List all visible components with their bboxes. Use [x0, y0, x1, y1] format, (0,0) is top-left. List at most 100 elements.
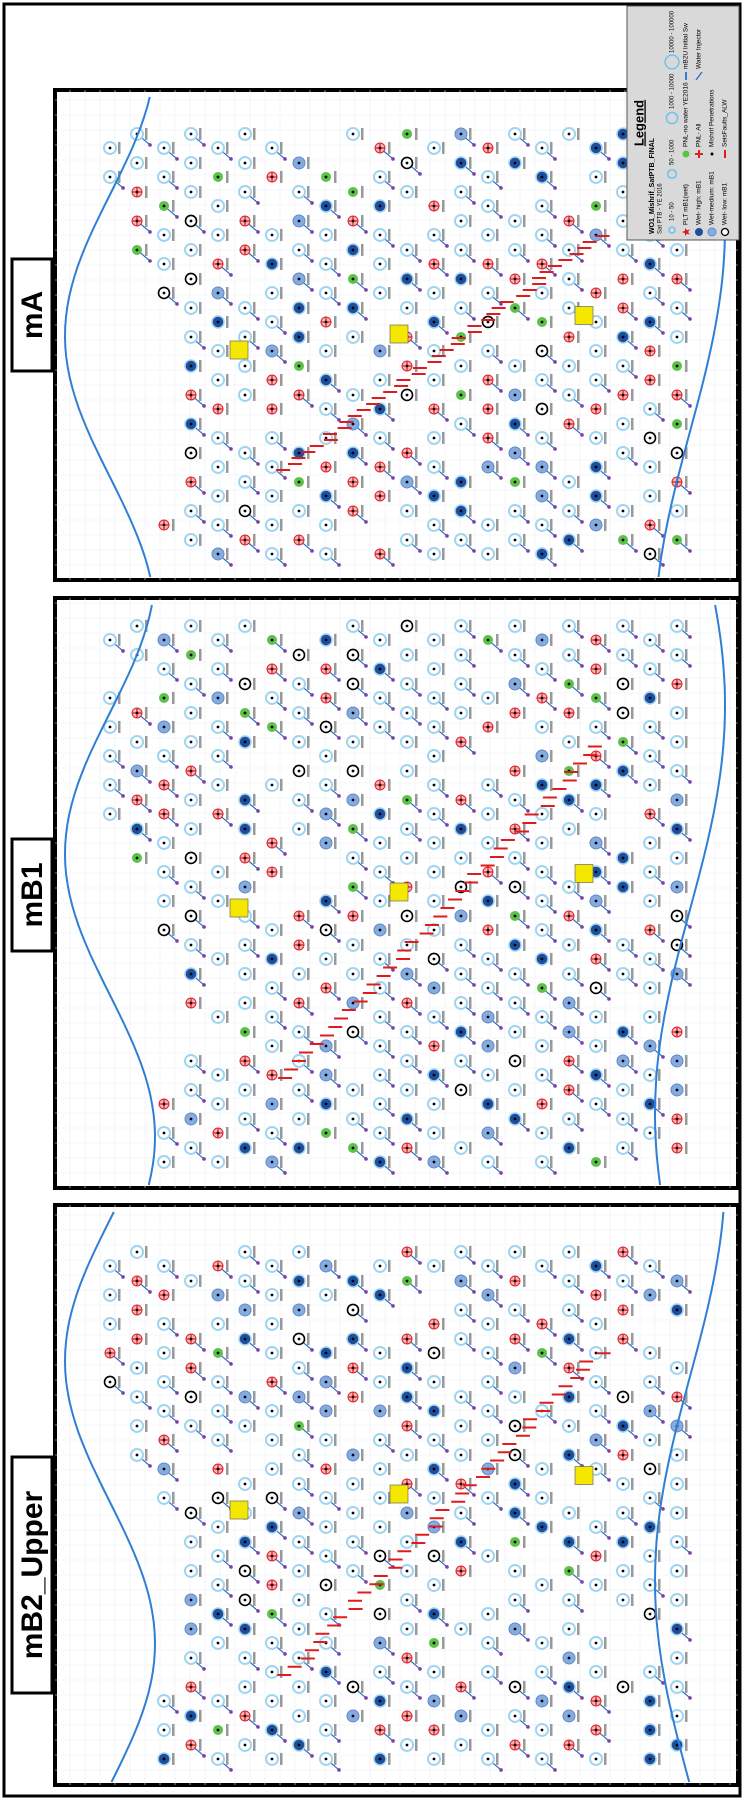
well-dot [109, 813, 112, 816]
well-dot [163, 813, 166, 816]
injector-head [256, 259, 260, 263]
well-name [442, 1069, 445, 1081]
well-name [226, 1608, 229, 1620]
well-dot [217, 639, 220, 642]
injector-head [445, 1478, 449, 1482]
injector-head [418, 1493, 422, 1497]
injector-head [607, 1449, 611, 1453]
well-dot [352, 886, 355, 889]
well-dot [352, 828, 355, 831]
well-name [685, 736, 688, 748]
well-name [604, 1156, 607, 1168]
injector-head [418, 1012, 422, 1016]
well-dot [217, 1526, 220, 1529]
well-dot [136, 1454, 139, 1457]
well-dot [244, 1309, 247, 1312]
well-dot [568, 712, 571, 715]
well-dot [595, 871, 598, 874]
well-dot [433, 234, 436, 237]
well-name [253, 736, 256, 748]
well-name [253, 1536, 256, 1548]
well-name [226, 1492, 229, 1504]
well-dot [217, 958, 220, 961]
well-dot [433, 958, 436, 961]
yellow-marker [230, 1501, 248, 1519]
well-dot [136, 857, 139, 860]
well-name [442, 461, 445, 473]
well-dot [568, 278, 571, 281]
well-name [577, 1304, 580, 1316]
well-name [280, 1011, 283, 1023]
well-name [496, 634, 499, 646]
well-dot [541, 205, 544, 208]
well-dot [595, 1642, 598, 1645]
well-dot [541, 495, 544, 498]
well-name [415, 1710, 418, 1722]
well-name [172, 229, 175, 241]
well-dot [649, 813, 652, 816]
well-name [550, 548, 553, 560]
well-name [253, 1710, 256, 1722]
well-dot [298, 510, 301, 513]
injector-head [337, 1739, 341, 1743]
well-dot [649, 263, 652, 266]
well-dot [136, 249, 139, 252]
injector-head [499, 1391, 503, 1395]
well-name [631, 707, 634, 719]
well-dot [514, 1570, 517, 1573]
well-dot [676, 1483, 679, 1486]
injector-head [337, 505, 341, 509]
well-name [658, 403, 661, 415]
well-name [604, 1637, 607, 1649]
injector-head [337, 910, 341, 914]
well-dot [217, 871, 220, 874]
well-name [226, 1753, 229, 1765]
well-name [172, 171, 175, 183]
well-name [307, 1275, 310, 1287]
well-dot [379, 176, 382, 179]
well-name [658, 895, 661, 907]
well-dot [190, 654, 193, 657]
well-dot [649, 1671, 652, 1674]
well-dot [217, 1758, 220, 1761]
well-dot [433, 1584, 436, 1587]
well-dot [514, 683, 517, 686]
well-name [199, 881, 202, 893]
well-dot [271, 1584, 274, 1587]
well-dot [541, 1074, 544, 1077]
well-dot [352, 770, 355, 773]
legend-item: Mishrif Penetrations [709, 89, 716, 147]
well-dot [649, 495, 652, 498]
injector-head [499, 1026, 503, 1030]
well-dot [568, 1454, 571, 1457]
well-name [199, 1739, 202, 1751]
well-dot [514, 973, 517, 976]
well-dot [568, 1686, 571, 1689]
well-name [415, 881, 418, 893]
injector-head [607, 1420, 611, 1424]
well-dot [325, 466, 328, 469]
well-dot [514, 394, 517, 397]
injector-head [310, 230, 314, 234]
injector-head [175, 1478, 179, 1482]
well-name [631, 881, 634, 893]
well-dot [541, 871, 544, 874]
well-dot [568, 1118, 571, 1121]
well-name [361, 1478, 364, 1490]
injector-head [229, 534, 233, 538]
injector-head [688, 1696, 692, 1700]
injector-head [607, 1391, 611, 1395]
well-dot [379, 205, 382, 208]
well-name [199, 505, 202, 517]
well-dot [298, 712, 301, 715]
injector-head [337, 707, 341, 711]
well-dot [514, 1599, 517, 1602]
well-dot [514, 1280, 517, 1283]
well-dot [325, 1526, 328, 1529]
well-name [334, 1724, 337, 1736]
well-dot [352, 336, 355, 339]
well-name [523, 1362, 526, 1374]
well-dot [460, 1570, 463, 1573]
well-name [685, 1026, 688, 1038]
well-dot [406, 452, 409, 455]
